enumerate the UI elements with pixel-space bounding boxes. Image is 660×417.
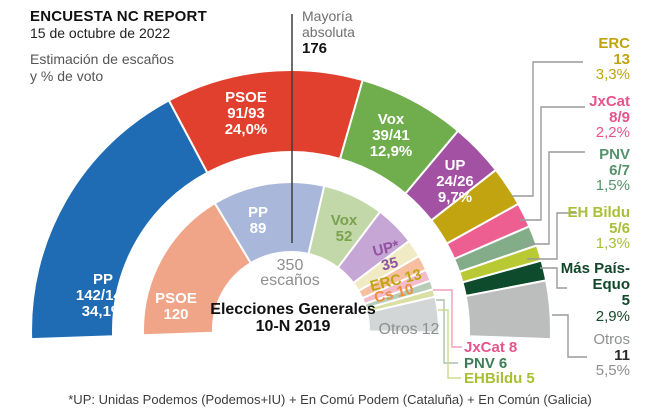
- party-name: Otros: [593, 331, 630, 348]
- party-name: PSOE: [155, 290, 197, 307]
- outer-segment-otros: [464, 279, 552, 341]
- total-seats: 350 escaños: [230, 257, 350, 289]
- inner-label-psoe: PSOE 120: [136, 291, 216, 323]
- party-pct: 1,5%: [595, 177, 630, 194]
- outer-label-psoe: PSOE 91/93 24,0%: [201, 90, 291, 138]
- legend-item-erc: ERC 13 3,3%: [596, 36, 630, 83]
- party-seats: 5: [621, 292, 630, 309]
- election-line2: 10-N 2019: [255, 318, 331, 335]
- party-name: Vox: [377, 111, 405, 128]
- party-pct: 12,9%: [369, 143, 413, 160]
- connector-pnv: [525, 151, 585, 245]
- party-seats: 6/7: [609, 161, 630, 179]
- legend-item-maspais: Más País- Equo 5 2,9%: [561, 261, 630, 325]
- majority-value: 176: [302, 40, 328, 57]
- bottom-label-pnv: PNV 6: [464, 356, 507, 371]
- party-pct: 2,9%: [595, 308, 630, 325]
- party-seats: 120: [163, 306, 189, 323]
- party-name: PP: [92, 271, 113, 288]
- connector-jxcat: [520, 106, 585, 221]
- party-seats: 8: [508, 339, 518, 356]
- party-seats: 5: [526, 370, 535, 387]
- subtitle-line2: y % de voto: [30, 68, 104, 84]
- total-seats-word: escaños: [260, 272, 320, 289]
- legend-item-jxcat: JxCat 8/9 2,2%: [589, 94, 630, 141]
- connector-inner-jxcat: [433, 289, 462, 348]
- party-name: PNV: [599, 146, 630, 163]
- party-name: Vox: [330, 212, 358, 229]
- inner-segment-otros: [365, 295, 441, 334]
- connector-ehbildu: [527, 212, 577, 260]
- election-line1: Elecciones Generales: [210, 301, 376, 318]
- header: ENCUESTA NC REPORT 15 de octubre de 2022: [30, 8, 207, 42]
- party-pct: 34,1%: [81, 303, 125, 320]
- outer-label-up: UP 24/26 9,7%: [410, 158, 500, 206]
- party-seats: 52: [335, 228, 353, 245]
- page-title: ENCUESTA NC REPORT: [30, 8, 207, 25]
- party-seats: 39/41: [372, 127, 410, 144]
- footnote: *UP: Unidas Podemos (Podemos+IU) + En Co…: [68, 392, 592, 407]
- party-name: ERC: [598, 35, 630, 52]
- inner-ring-title: Elecciones Generales 10-N 2019: [193, 301, 393, 335]
- party-name: EHBildu: [464, 370, 523, 387]
- party-name: PSOE: [225, 89, 267, 106]
- party-seats: 12: [421, 321, 440, 338]
- connector-inner-ehbildu: [438, 309, 461, 379]
- connector-maspais: [540, 267, 567, 289]
- majority-label: Mayoría absoluta 176: [302, 8, 355, 57]
- party-seats: 89: [249, 220, 267, 237]
- party-seats: 11: [614, 346, 630, 364]
- party-name: Otros: [378, 321, 418, 338]
- bottom-label-jxcat: JxCat 8: [464, 340, 517, 355]
- party-pct: 24,0%: [224, 121, 268, 138]
- party-name-line2: Equo: [592, 276, 631, 293]
- connector-otros: [552, 314, 587, 358]
- party-name: PNV: [464, 355, 495, 372]
- subtitle-line1: Estimación de escaños: [30, 51, 174, 67]
- party-name: UP: [444, 157, 466, 174]
- party-name: EH Bildu: [567, 204, 631, 221]
- outer-label-vox: Vox 39/41 12,9%: [346, 112, 436, 160]
- party-seats: 8/9: [609, 108, 630, 126]
- outer-label-pp: PP 142/144 34,1%: [58, 272, 148, 320]
- legend-item-otros: Otros 11 5,5%: [593, 332, 630, 379]
- majority-word2: absoluta: [302, 24, 355, 40]
- party-seats: 142/144: [75, 287, 131, 304]
- party-name: JxCat: [589, 93, 630, 110]
- party-pct: 3,3%: [595, 66, 630, 83]
- party-pct: 9,7%: [437, 189, 473, 206]
- connector-erc: [511, 61, 583, 197]
- inner-label-vox: Vox 52: [304, 213, 384, 245]
- party-seats: 6: [498, 355, 508, 372]
- party-seats: 5/6: [609, 219, 630, 237]
- legend-item-pnv: PNV 6/7 1,5%: [596, 147, 630, 194]
- header-subtitle: Estimación de escaños y % de voto: [30, 51, 174, 85]
- bottom-label-ehbildu: EHBildu 5: [464, 371, 535, 386]
- party-seats: 24/26: [436, 173, 474, 190]
- majority-word1: Mayoría: [302, 8, 353, 24]
- header-date: 15 de octubre de 2022: [30, 25, 171, 41]
- connector-inner-pnv: [436, 299, 458, 364]
- total-seats-number: 350: [276, 257, 304, 274]
- party-pct: 2,2%: [595, 124, 630, 141]
- party-name: JxCat: [464, 339, 505, 356]
- party-seats: 13: [613, 50, 630, 68]
- party-name-line1: Más País-: [560, 260, 630, 277]
- legend-item-ehbildu: EH Bildu 5/6 1,3%: [568, 205, 631, 252]
- party-seats: 91/93: [227, 105, 265, 122]
- party-name: PP: [247, 204, 268, 221]
- party-pct: 1,3%: [595, 235, 630, 252]
- inner-label-otros: Otros 12: [366, 322, 452, 338]
- inner-label-pp: PP 89: [218, 205, 298, 237]
- party-pct: 5,5%: [595, 362, 630, 379]
